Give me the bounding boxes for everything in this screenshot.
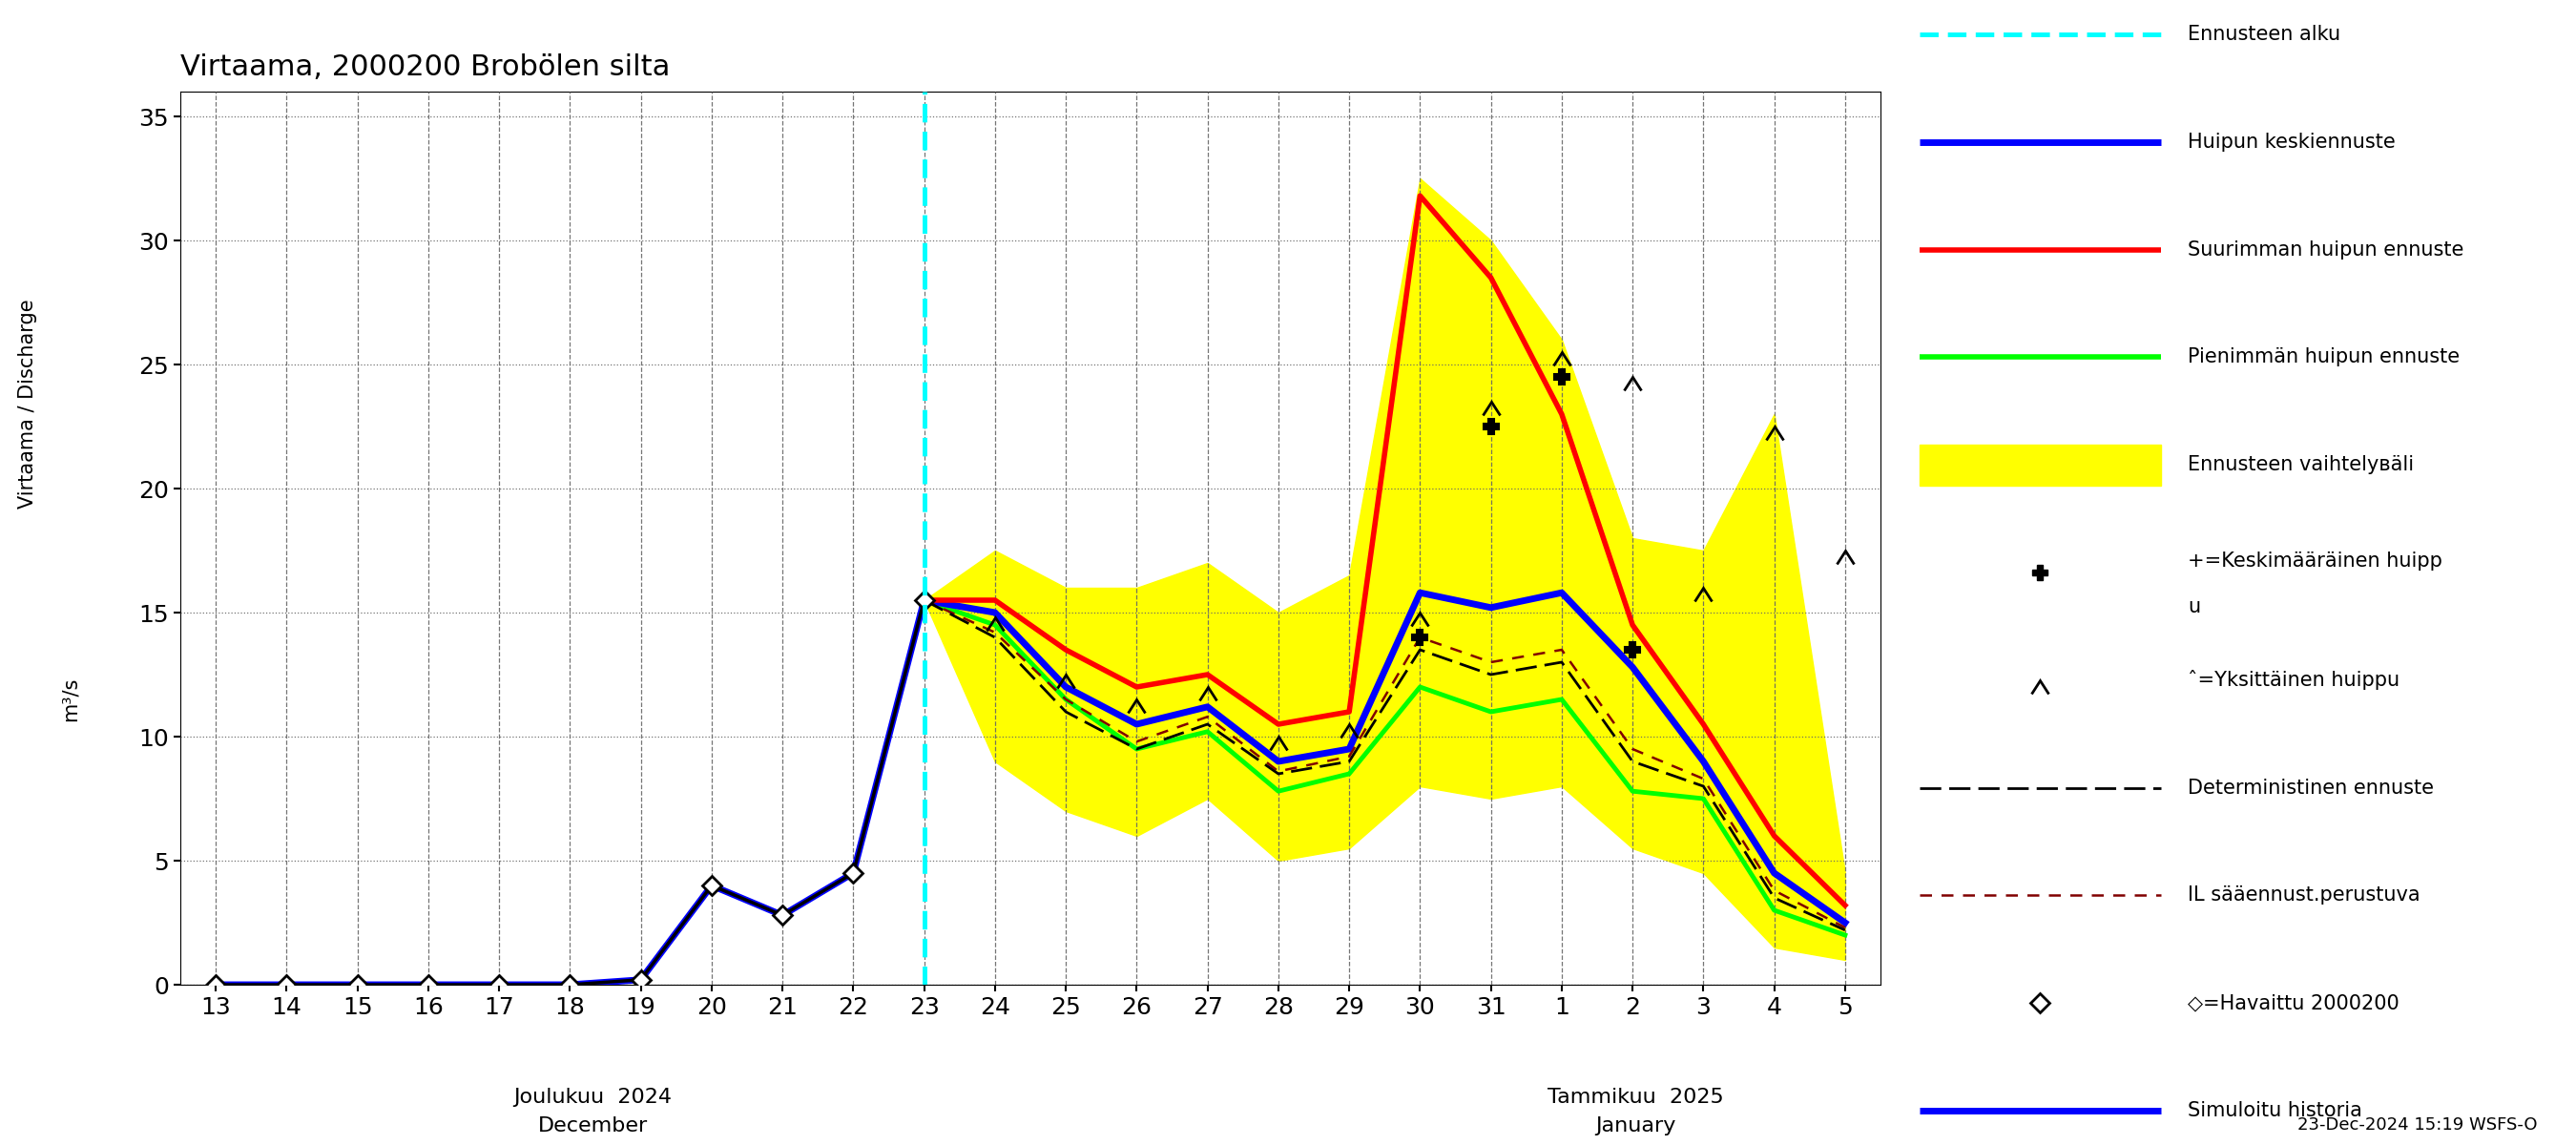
- Text: +=Keskimääräinen huipp: +=Keskimääräinen huipp: [2187, 552, 2442, 570]
- Text: Huipun keskiennuste: Huipun keskiennuste: [2187, 133, 2396, 151]
- Text: ◇=Havaittu 2000200: ◇=Havaittu 2000200: [2187, 994, 2398, 1012]
- Text: 23-Dec-2024 15:19 WSFS-O: 23-Dec-2024 15:19 WSFS-O: [2298, 1116, 2537, 1134]
- Text: December: December: [538, 1116, 647, 1136]
- Text: m³/s: m³/s: [59, 677, 80, 721]
- Text: Virtaama, 2000200 Brobölen silta: Virtaama, 2000200 Brobölen silta: [180, 54, 670, 81]
- Text: Joulukuu  2024: Joulukuu 2024: [513, 1088, 672, 1107]
- Text: u: u: [2187, 598, 2200, 616]
- FancyBboxPatch shape: [1919, 444, 2161, 485]
- Text: Pienimmän huipun ennuste: Pienimmän huipun ennuste: [2187, 348, 2460, 366]
- Text: ˆ=Yksittäinen huippu: ˆ=Yksittäinen huippu: [2187, 670, 2398, 690]
- Text: January: January: [1595, 1116, 1677, 1136]
- Text: IL sääennust.perustuva: IL sääennust.perustuva: [2187, 886, 2419, 905]
- Text: Virtaama / Discharge: Virtaama / Discharge: [18, 299, 36, 510]
- Text: Ennusteen alku: Ennusteen alku: [2187, 25, 2342, 44]
- Text: Tammikuu  2025: Tammikuu 2025: [1548, 1088, 1723, 1107]
- Text: Ennusteen vaihtelувäli: Ennusteen vaihtelувäli: [2187, 456, 2414, 474]
- Text: Deterministinen ennuste: Deterministinen ennuste: [2187, 779, 2434, 797]
- Text: Suurimman huipun ennuste: Suurimman huipun ennuste: [2187, 240, 2463, 259]
- Text: Simuloitu historia: Simuloitu historia: [2187, 1101, 2362, 1120]
